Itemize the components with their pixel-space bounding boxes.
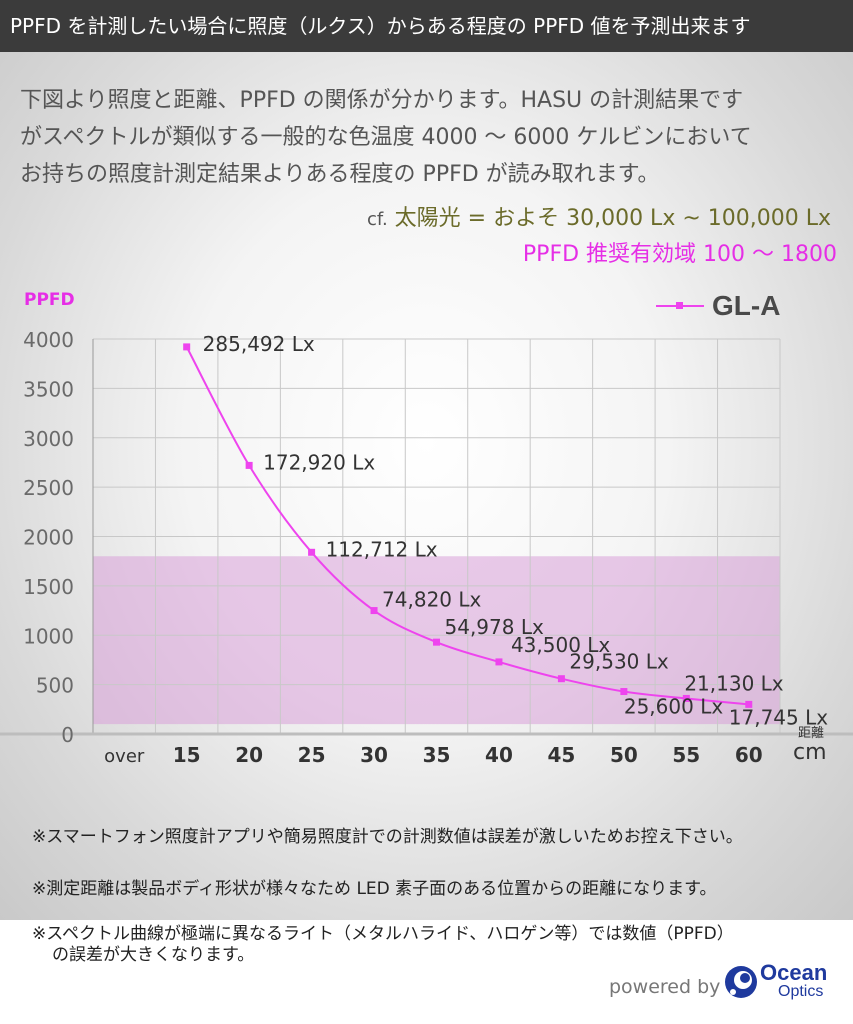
note-3-line-2: の誤差が大きくなります。 [52,945,255,965]
logo-word-optics: Optics [778,983,824,1000]
y-tick-label: 0 [61,723,74,747]
data-label: 172,920 Lx [263,450,375,474]
x-tick-label: 45 [547,743,575,767]
cf-prefix: cf. [367,209,388,230]
header-title: PPFD を計測したい場合に照度（ルクス）からある程度の PPFD 値を予測出来… [0,0,853,52]
x-tick-label: 20 [235,743,263,767]
y-tick-label: 2500 [23,476,74,500]
intro-text: 下図より照度と距離、PPFD の関係が分かります。HASU の計測結果です がス… [20,82,845,193]
data-point-marker [495,658,503,666]
note-2: ※測定距離は製品ボディ形状が様々なため LED 素子面のある位置からの距離になり… [32,879,717,899]
data-label: 21,130 Lx [684,671,783,695]
data-label: 285,492 Lx [203,332,315,356]
ppfd-chart: 4000 3500 3000 2500 2000 1500 1000 500 0 over 15 20… [0,328,853,767]
data-point-marker [682,694,690,702]
data-label: 29,530 Lx [569,650,668,674]
y-tick-label: 1500 [23,575,74,599]
legend-line-marker [656,302,704,309]
intro-line: 下図より照度と距離、PPFD の関係が分かります。HASU の計測結果です [20,88,744,113]
data-point-marker [433,638,440,646]
x-tick-label: 15 [173,743,201,767]
y-tick-label: 3000 [23,427,74,451]
y-tick-label: 4000 [23,328,74,352]
data-label: 54,978 Lx [445,615,544,639]
note-3-line-1: ※スペクトル曲線が極端に異なるライト（メタルハライド、ハロゲン等）では数値（PP… [32,924,734,944]
intro-line: がスペクトルが類似する一般的な色温度 4000 ～ 6000 ケルビンにおいて [20,125,752,150]
data-point-marker [620,688,628,696]
x-tick-label: 25 [298,743,326,767]
ppfd-recommended-range: PPFD 推奨有効域 100 ～ 1800 [522,242,837,267]
y-tick-label: 500 [36,674,74,698]
x-tick-label: 55 [672,743,700,767]
powered-by-text: powered by [609,976,721,998]
data-point-marker [557,675,565,683]
x-axis-label: 距離 [798,726,825,741]
data-point-marker [308,548,316,556]
data-point-marker [370,607,378,615]
data-point-marker [183,343,191,351]
x-tick-label: 35 [423,743,451,767]
y-tick-label: 2000 [23,526,74,550]
chart-legend: GL-A [656,288,780,324]
x-tick-label: 30 [360,743,388,767]
data-point-marker [245,461,253,469]
x-tick-label: 50 [610,743,638,767]
logo-word-ocean: Ocean [760,960,828,985]
data-point-marker [745,700,753,708]
note-3: ※スペクトル曲線が極端に異なるライト（メタルハライド、ハロゲン等）では数値（PP… [32,924,734,966]
data-label: 74,820 Lx [382,588,481,612]
x-tick-label: 40 [485,743,513,767]
data-label: 112,712 Lx [326,537,438,561]
ocean-optics-logo-icon [725,966,757,998]
data-label: 25,600 Lx [624,695,723,719]
sunlight-reference: cf. 太陽光 = およそ 30,000 Lx ~ 100,000 Lx [367,200,831,232]
intro-line: お持ちの照度計測定結果よりある程度の PPFD が読み取れます。 [20,162,660,187]
note-1: ※スマートフォン照度計アプリや簡易照度計での計測数値は誤差が激しいためお控え下さ… [32,827,743,847]
legend-series-name: GL-A [712,290,781,321]
ocean-optics-logo: Ocean Optics [760,962,827,1000]
footer [0,920,853,1024]
x-axis-unit: cm [793,740,827,765]
data-label: 43,500 Lx [511,633,610,657]
sunlight-range: 太陽光 = およそ 30,000 Lx ~ 100,000 Lx [394,206,831,231]
y-tick-label: 1000 [23,624,74,648]
x-tick-label: over [104,746,145,767]
x-tick-label: 60 [735,743,763,767]
chart-panel [0,52,853,920]
data-label: 17,745 Lx [729,705,828,729]
y-axis-label: PPFD [24,290,75,310]
y-tick-label: 3500 [23,377,74,401]
